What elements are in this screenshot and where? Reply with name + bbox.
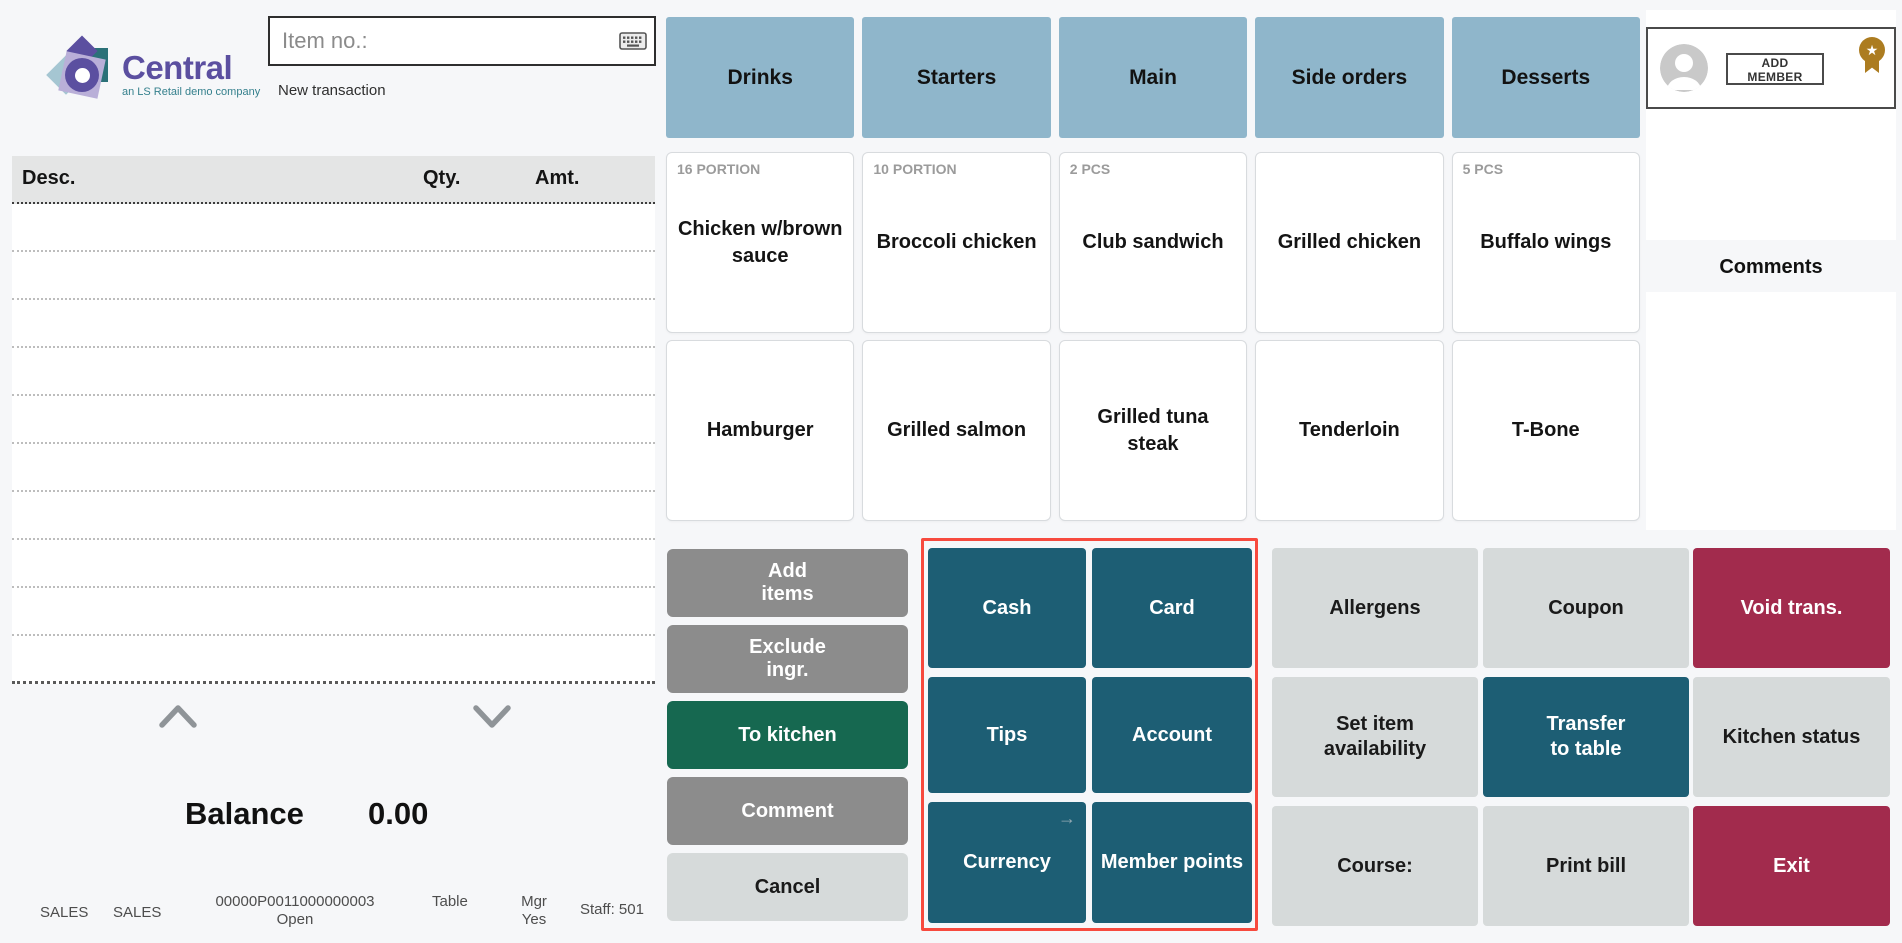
receipt-table-body <box>12 204 655 684</box>
keyboard-icon[interactable] <box>619 32 647 50</box>
category-tab-main[interactable]: Main <box>1058 17 1248 138</box>
add-items-button[interactable]: Add items <box>667 549 908 617</box>
comment-button[interactable]: Comment <box>667 777 908 845</box>
status-staff: Staff: 501 <box>580 901 644 918</box>
add-member-button[interactable]: ADD MEMBER <box>1726 53 1824 85</box>
loyalty-award-icon: ★ <box>1858 37 1886 77</box>
category-tab-drinks[interactable]: Drinks <box>666 17 855 138</box>
scroll-down-button[interactable] <box>470 701 514 731</box>
comments-title: Comments <box>1719 256 1823 278</box>
cash-button[interactable]: Cash <box>928 548 1086 668</box>
menu-item-chicken-w-brown-sauce[interactable]: 16 PORTION Chicken w/brown sauce <box>666 152 855 333</box>
receipt-row <box>12 444 655 492</box>
member-panel: ADD MEMBER ★ <box>1646 10 1896 240</box>
scroll-up-button[interactable] <box>156 701 200 731</box>
item-number-input[interactable] <box>268 16 656 66</box>
payment-highlight-box <box>921 538 1258 931</box>
status-sales-mode: SALES <box>40 904 89 921</box>
item-number-field <box>268 16 656 66</box>
receipt-row <box>12 204 655 252</box>
menu-item-club-sandwich[interactable]: 2 PCS Club sandwich <box>1058 152 1248 333</box>
currency-submenu-arrow-icon: → <box>1058 808 1076 828</box>
transaction-state: Open <box>276 911 314 928</box>
receipt-row <box>12 252 655 300</box>
receipt-row <box>12 588 655 636</box>
brand-logo: Central an LS Retail demo company <box>46 35 261 104</box>
person-icon <box>1660 44 1708 92</box>
status-sales-type: SALES <box>113 904 162 921</box>
menu-item-grilled-tuna-steak[interactable]: Grilled tuna steak <box>1058 340 1248 521</box>
exit-button[interactable]: Exit <box>1693 806 1890 926</box>
menu-item-hamburger[interactable]: Hamburger <box>666 340 855 521</box>
portion-badge: 5 PCS <box>1462 161 1504 177</box>
menu-item-grilled-salmon[interactable]: Grilled salmon <box>862 340 1051 521</box>
portion-badge: 10 PORTION <box>873 161 957 177</box>
balance-label: Balance <box>185 796 304 831</box>
status-table-label: Table <box>432 893 468 910</box>
portion-badge: 16 PORTION <box>677 161 761 177</box>
account-button[interactable]: Account <box>1092 677 1252 793</box>
category-tab-side-orders[interactable]: Side orders <box>1255 17 1444 138</box>
course-button[interactable]: Course: <box>1272 806 1478 926</box>
category-tab-desserts[interactable]: Desserts <box>1451 17 1640 138</box>
transfer-to-table-button[interactable]: Transfer to table <box>1483 677 1689 797</box>
transaction-status-label: New transaction <box>278 82 386 99</box>
allergens-button[interactable]: Allergens <box>1272 548 1478 668</box>
menu-item-tenderloin[interactable]: Tenderloin <box>1255 340 1444 521</box>
kitchen-status-button[interactable]: Kitchen status <box>1693 677 1890 797</box>
menu-item-t-bone[interactable]: T-Bone <box>1451 340 1640 521</box>
balance-value: 0.00 <box>368 796 429 831</box>
category-tab-starters[interactable]: Starters <box>862 17 1051 138</box>
receipt-row <box>12 396 655 444</box>
cancel-button[interactable]: Cancel <box>667 853 908 921</box>
exclude-ingr-button[interactable]: Exclude ingr. <box>667 625 908 693</box>
receipt-row <box>12 636 655 684</box>
category-tabs: Drinks Starters Main Side orders Dessert… <box>666 17 1640 138</box>
tips-button[interactable]: Tips <box>928 677 1086 793</box>
status-transaction: 00000P0011000000003 Open <box>208 893 382 929</box>
menu-item-grilled-chicken[interactable]: Grilled chicken <box>1255 152 1444 333</box>
status-manager: Mgr Yes <box>512 893 556 929</box>
chevron-down-icon <box>473 705 511 728</box>
brand-name: Central <box>122 48 233 86</box>
member-card: ADD MEMBER ★ <box>1646 27 1896 109</box>
member-points-button[interactable]: Member points <box>1092 802 1252 923</box>
receipt-row <box>12 540 655 588</box>
ls-central-logo-icon <box>46 35 114 104</box>
column-amt: Amt. <box>535 167 580 189</box>
manager-value: Yes <box>521 911 547 928</box>
to-kitchen-button[interactable]: To kitchen <box>667 701 908 769</box>
void-trans-button[interactable]: Void trans. <box>1693 548 1890 668</box>
currency-button[interactable]: → Currency <box>928 802 1086 923</box>
receipt-row <box>12 300 655 348</box>
receipt-table-header: Desc. Qty. Amt. <box>12 156 655 204</box>
card-button[interactable]: Card <box>1092 548 1252 668</box>
menu-item-buffalo-wings[interactable]: 5 PCS Buffalo wings <box>1451 152 1640 333</box>
coupon-button[interactable]: Coupon <box>1483 548 1689 668</box>
column-qty: Qty. <box>423 167 461 189</box>
set-item-availability-button[interactable]: Set item availability <box>1272 677 1478 797</box>
transaction-number: 00000P0011000000003 <box>215 893 375 910</box>
receipt-row <box>12 348 655 396</box>
menu-item-grid: 16 PORTION Chicken w/brown sauce 10 PORT… <box>666 152 1640 521</box>
chevron-up-icon <box>159 705 197 728</box>
receipt-row <box>12 492 655 540</box>
portion-badge: 2 PCS <box>1069 161 1111 177</box>
brand-tagline: an LS Retail demo company <box>122 85 261 98</box>
print-bill-button[interactable]: Print bill <box>1483 806 1689 926</box>
manager-label: Mgr <box>521 893 547 910</box>
comments-box <box>1646 292 1896 530</box>
menu-item-broccoli-chicken[interactable]: 10 PORTION Broccoli chicken <box>862 152 1051 333</box>
column-desc: Desc. <box>22 167 76 189</box>
